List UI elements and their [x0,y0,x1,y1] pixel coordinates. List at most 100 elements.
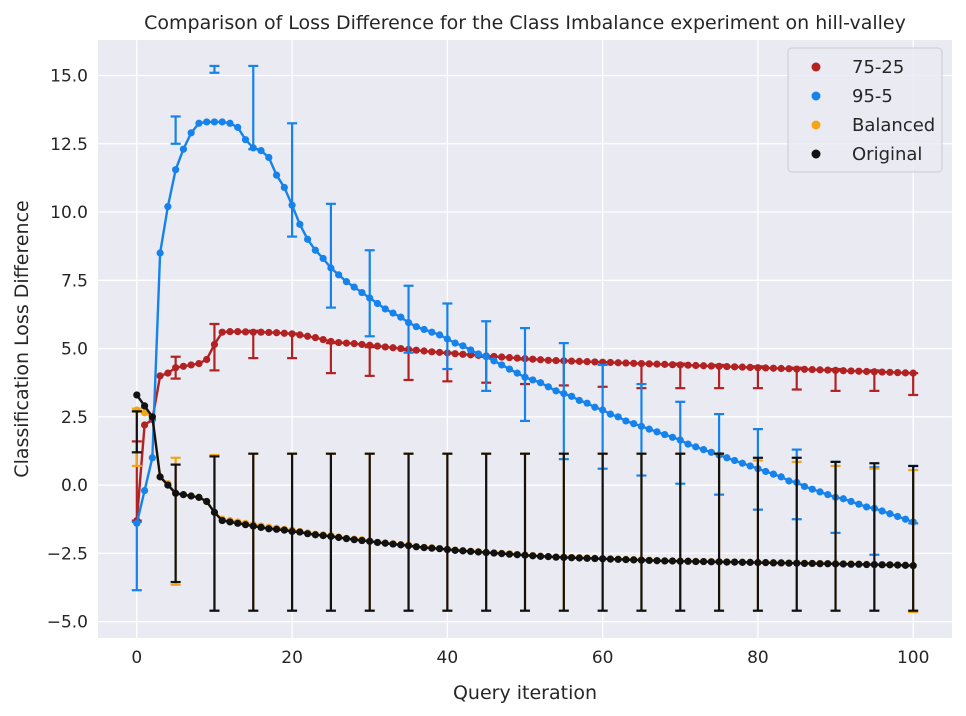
data-point [552,553,560,561]
data-point [436,348,444,356]
data-point [769,559,778,567]
data-point [622,556,630,564]
data-point [699,445,708,454]
chart-title: Comparison of Loss Difference for the Cl… [144,12,906,34]
data-point [870,560,878,569]
data-point [777,364,785,373]
data-point [203,118,211,126]
data-point [490,549,498,557]
data-point [443,545,451,554]
data-point [420,347,428,355]
data-point [637,359,646,368]
data-point [630,359,638,367]
data-point [272,329,281,337]
data-point [241,328,250,336]
data-point [397,541,405,549]
y-tick-label: −5.0 [47,613,88,633]
data-point [474,548,483,556]
data-point [800,365,809,373]
data-point [133,519,141,527]
data-point [575,396,583,405]
data-point [358,340,366,349]
legend-box [787,47,943,173]
data-point [505,550,514,558]
data-point [249,328,257,336]
data-point [684,361,692,369]
data-point [707,558,715,566]
data-point [187,492,195,500]
data-point [653,557,661,565]
data-point [723,362,731,371]
data-point [738,363,746,371]
data-point [234,519,242,527]
data-point [304,235,312,243]
data-point [498,361,506,369]
data-point [878,507,886,515]
data-point [350,340,358,348]
data-point [451,546,459,554]
data-point [366,341,374,349]
data-point [521,551,529,559]
y-tick-label: 0.0 [61,476,88,496]
data-point [381,305,389,313]
data-point [428,328,436,336]
data-point [614,555,622,563]
data-point [645,425,653,433]
data-point [692,361,700,370]
data-point [855,367,863,375]
data-point [746,558,754,566]
data-point [529,376,537,384]
data-point [536,552,545,560]
data-point [746,462,754,470]
data-point [319,254,327,263]
data-point [412,323,420,331]
y-tick-label: 12.5 [50,135,88,155]
data-point [668,361,677,369]
data-point [661,360,669,368]
data-point [715,558,723,566]
data-point [288,330,296,338]
data-point [373,342,382,350]
data-point [443,335,451,343]
data-point [257,523,265,532]
data-point [808,559,816,568]
data-point [567,357,576,365]
data-point [412,543,420,551]
data-point [436,331,444,339]
legend-label: 75-25 [852,57,904,78]
tick-labels: 0 20 40 60 80 100 −5.0 −2.5 0.0 2.5 5.0 7.5 10.0 12.5… [47,66,930,668]
data-point [404,542,413,550]
data-point [280,526,288,534]
data-point [474,350,483,358]
data-point [847,497,855,506]
data-point [606,358,615,367]
data-point [754,559,762,567]
data-point [731,558,739,566]
data-point [599,406,607,414]
data-point [793,559,801,567]
data-point [637,556,646,564]
data-point [179,362,187,370]
data-point [785,365,793,373]
data-point [668,433,677,441]
data-point [249,144,257,152]
data-point [459,547,467,555]
data-point [544,356,552,364]
data-point [583,554,591,562]
data-point [785,559,793,567]
data-point [257,146,265,155]
data-point [661,557,669,565]
data-point [824,366,832,374]
data-point [164,369,172,377]
data-point [769,364,778,372]
data-point [397,313,405,321]
data-point [164,481,172,489]
y-tick-label: 10.0 [50,203,88,223]
data-point [140,421,149,429]
data-point [699,557,708,566]
data-point [420,544,428,552]
legend: 75-25 95-5 Balanced Original [787,47,943,173]
data-point [451,350,459,358]
data-point [738,459,746,467]
